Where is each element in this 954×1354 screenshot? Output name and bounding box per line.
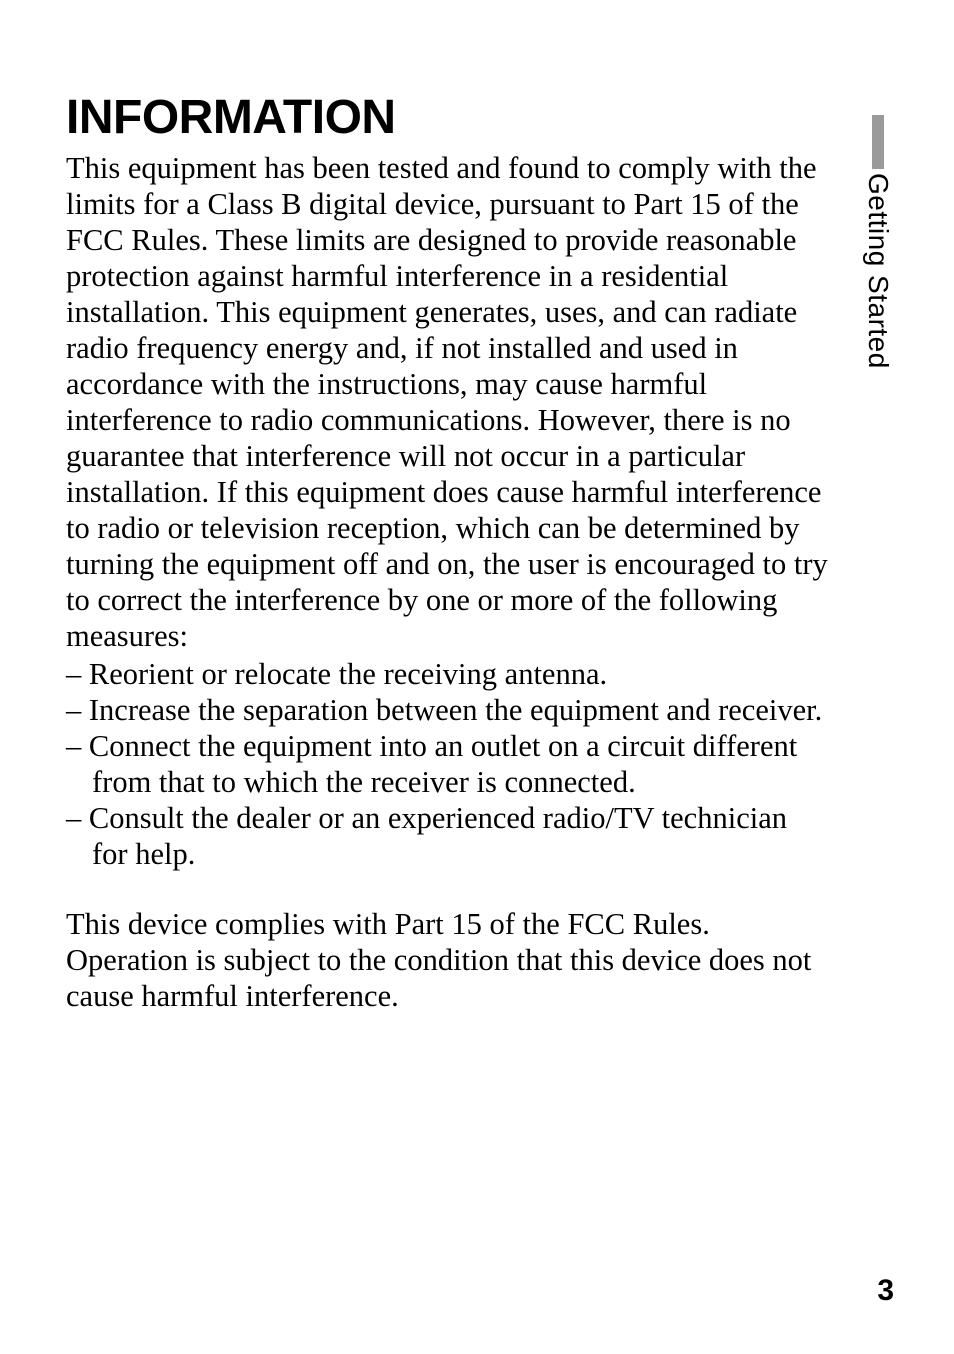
measures-list: – Reorient or relocate the receiving ant… xyxy=(66,657,830,873)
page-number: 3 xyxy=(877,1274,894,1308)
content-column: INFORMATION This equipment has been test… xyxy=(66,90,830,1015)
list-item: – Consult the dealer or an experienced r… xyxy=(66,801,830,873)
paragraph-intro: This equipment has been tested and found… xyxy=(66,151,830,655)
side-tab-bar-icon xyxy=(872,115,884,169)
section-side-tab: Getting Started xyxy=(862,115,894,369)
list-item: – Connect the equipment into an outlet o… xyxy=(66,729,830,801)
side-tab-label: Getting Started xyxy=(862,173,894,369)
list-item: – Increase the separation between the eq… xyxy=(66,693,830,729)
list-item: – Reorient or relocate the receiving ant… xyxy=(66,657,830,693)
page: INFORMATION This equipment has been test… xyxy=(0,0,954,1354)
section-heading: INFORMATION xyxy=(66,90,830,145)
paragraph-compliance: This device complies with Part 15 of the… xyxy=(66,907,830,1015)
